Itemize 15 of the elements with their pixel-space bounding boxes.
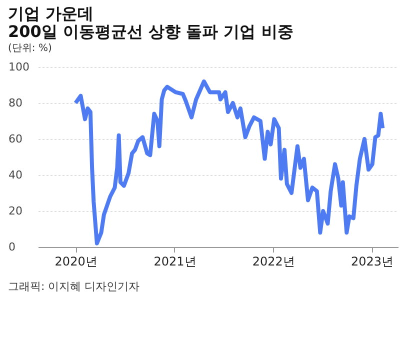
line-series: [74, 79, 385, 246]
y-tick-label: 0: [8, 240, 16, 254]
x-tick-label: 2022년: [252, 254, 295, 268]
y-tick-label: 60: [8, 132, 22, 146]
y-tick-label: 100: [8, 60, 30, 74]
x-tick-label: 2020년: [54, 254, 98, 268]
chart-subtitle: (단위: %): [8, 43, 52, 54]
x-tick-label: 2023년: [351, 254, 394, 268]
y-tick-label: 80: [8, 96, 22, 110]
y-tick-label: 40: [8, 168, 22, 182]
text: 200일 이동평균선 상향 돌파 기업 비중: [8, 22, 294, 41]
y-tick-label: 20: [8, 204, 22, 218]
text: 기업 가운데: [8, 4, 94, 23]
x-tick-label: 2021년: [154, 254, 196, 268]
text: 그래픽: 이지혜 디자인기자: [8, 280, 140, 293]
